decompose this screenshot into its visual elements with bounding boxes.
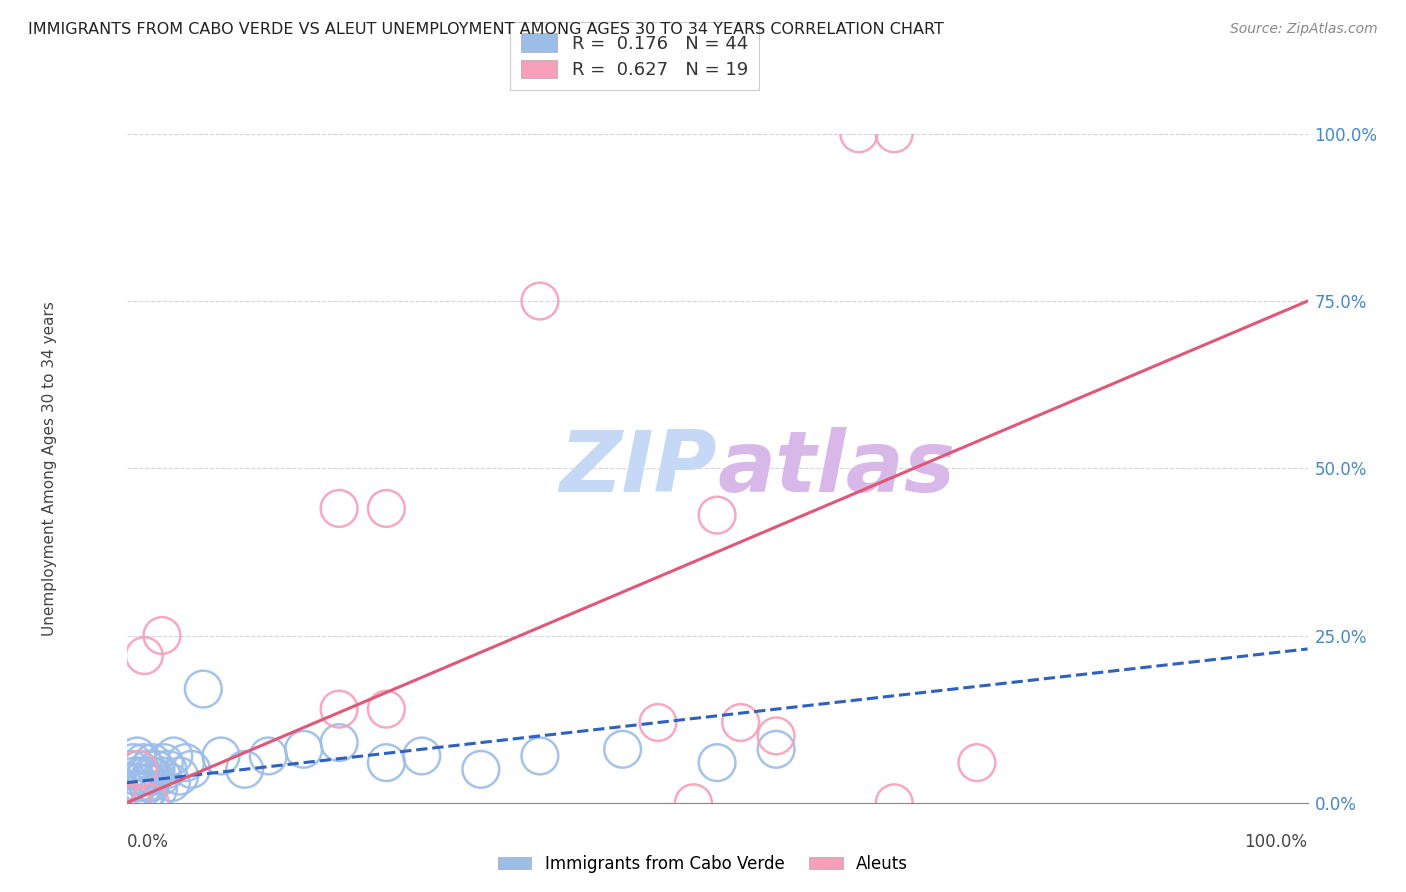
Point (682, 796, 704, 810)
Point (124, 769, 146, 783)
Point (160, 775, 183, 790)
Text: 0.0%: 0.0% (127, 833, 169, 851)
Text: atlas: atlas (717, 426, 955, 510)
Point (529, 749, 551, 764)
Point (529, 294, 551, 309)
Point (134, 648, 156, 663)
Point (128, 762, 150, 776)
Point (145, 762, 167, 776)
Point (156, 762, 179, 776)
Point (765, 742, 787, 756)
Point (125, 782, 148, 797)
Text: IMMIGRANTS FROM CABO VERDE VS ALEUT UNEMPLOYMENT AMONG AGES 30 TO 34 YEARS CORRE: IMMIGRANTS FROM CABO VERDE VS ALEUT UNEM… (28, 22, 943, 37)
Point (411, 749, 433, 764)
Text: Unemployment Among Ages 30 to 34 years: Unemployment Among Ages 30 to 34 years (42, 301, 58, 636)
Point (375, 501, 398, 516)
Point (122, 756, 145, 770)
Point (966, 756, 988, 770)
Point (134, 769, 156, 783)
Point (883, 796, 905, 810)
Point (141, 756, 163, 770)
Legend: R =  0.176   N = 44, R =  0.627   N = 19: R = 0.176 N = 44, R = 0.627 N = 19 (510, 22, 759, 90)
Point (150, 628, 173, 642)
Point (765, 729, 787, 743)
Point (153, 756, 176, 770)
Point (120, 775, 142, 790)
Point (706, 756, 728, 770)
Point (193, 681, 215, 696)
Point (127, 775, 149, 790)
Point (150, 769, 173, 783)
Point (730, 715, 752, 730)
Point (141, 775, 163, 790)
Text: 100.0%: 100.0% (1244, 833, 1308, 851)
Point (375, 756, 398, 770)
Point (848, 127, 870, 141)
Text: ZIP: ZIP (560, 426, 717, 510)
Point (139, 796, 162, 810)
Point (139, 769, 162, 783)
Point (292, 742, 315, 756)
Point (328, 702, 350, 716)
Point (121, 796, 143, 810)
Point (136, 762, 159, 776)
Point (138, 782, 160, 797)
Point (647, 715, 669, 730)
Point (209, 749, 232, 764)
Point (612, 742, 634, 756)
Point (375, 702, 398, 716)
Text: Source: ZipAtlas.com: Source: ZipAtlas.com (1230, 22, 1378, 37)
Point (169, 769, 191, 783)
Point (127, 762, 149, 776)
Point (134, 789, 156, 803)
Point (131, 782, 153, 797)
Point (129, 769, 152, 783)
Point (883, 127, 905, 141)
Point (148, 782, 170, 797)
Point (135, 775, 157, 790)
Point (257, 749, 280, 764)
Point (121, 796, 143, 810)
Point (120, 762, 142, 776)
Point (706, 508, 728, 523)
Point (132, 756, 155, 770)
Point (233, 762, 256, 776)
Point (470, 762, 492, 776)
Point (127, 749, 149, 764)
Point (163, 749, 186, 764)
Point (328, 735, 350, 749)
Point (328, 501, 350, 516)
Legend: Immigrants from Cabo Verde, Aleuts: Immigrants from Cabo Verde, Aleuts (491, 848, 915, 880)
Point (180, 762, 202, 776)
Point (174, 756, 197, 770)
Point (142, 769, 165, 783)
